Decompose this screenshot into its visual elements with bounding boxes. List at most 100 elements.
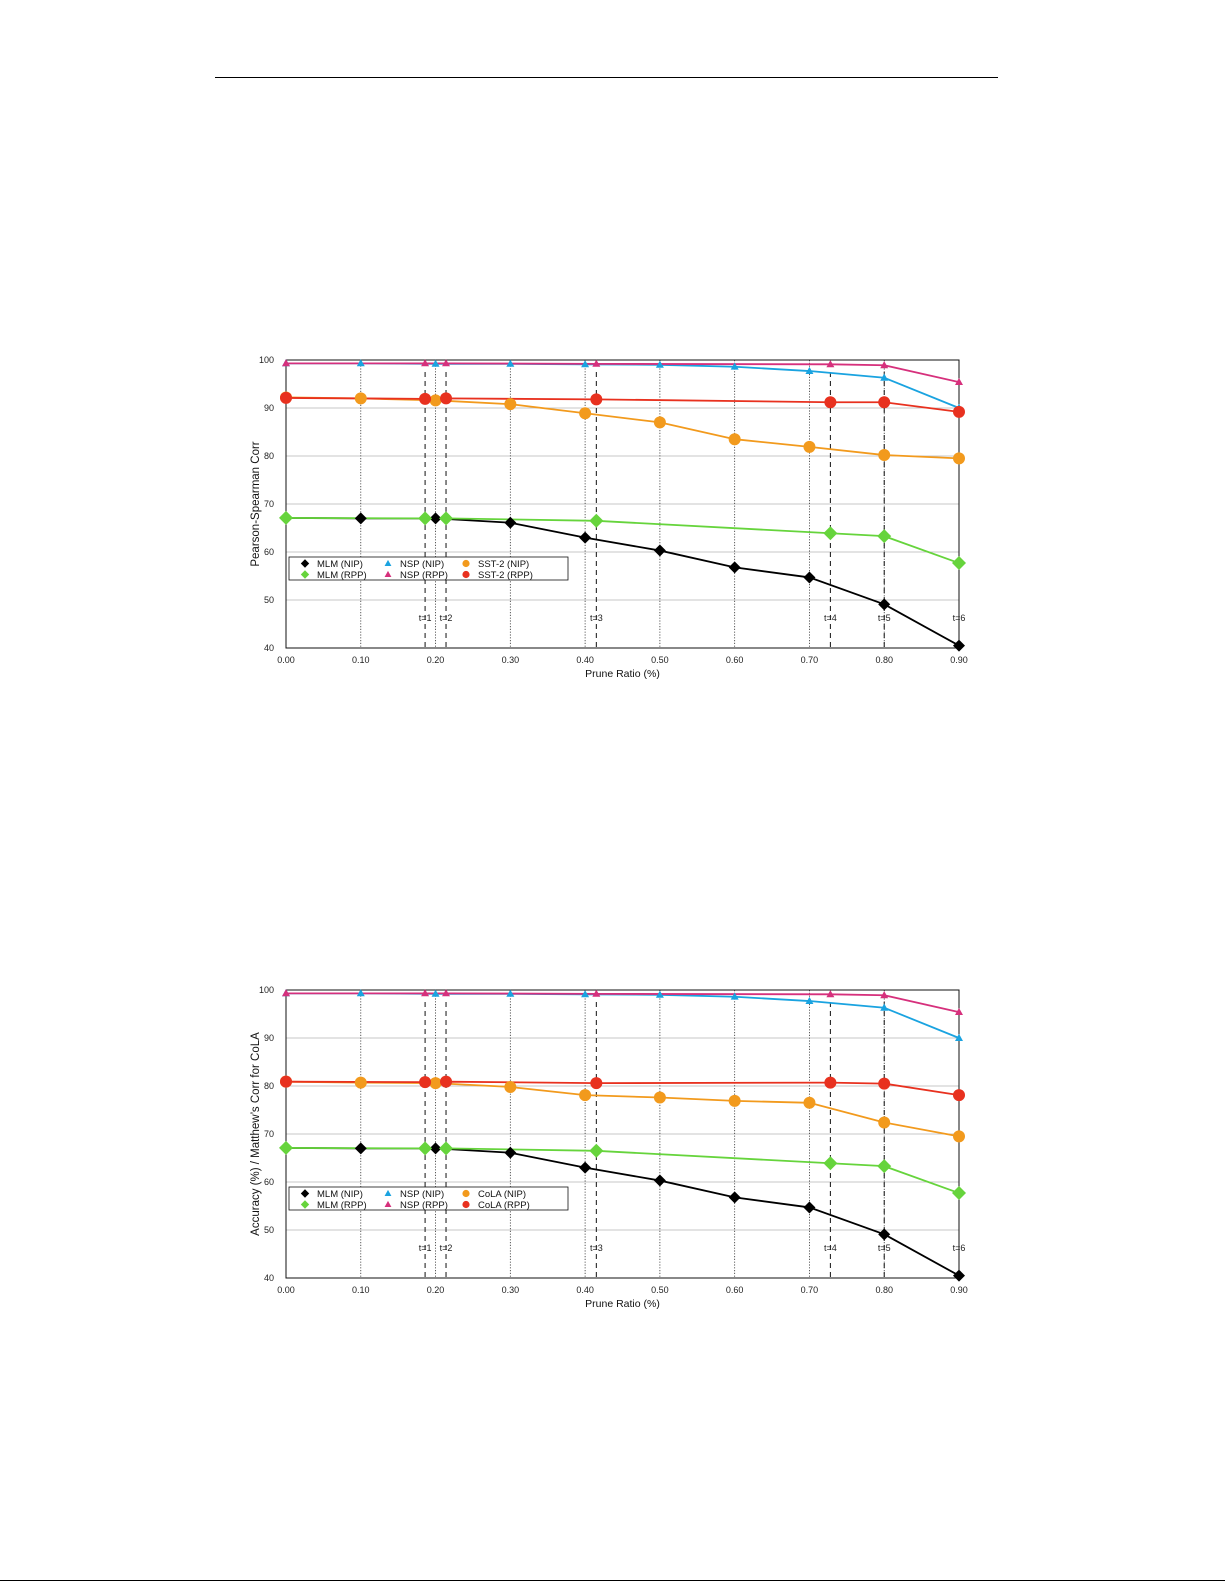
- legend: MLM (NIP)MLM (RPP) NSP (NIP)NSP (RPP) SST-…: [288, 556, 569, 581]
- data-point-sst-2-nip: [803, 440, 816, 453]
- y-tick-label: 90: [264, 1033, 274, 1043]
- x-tick-label: 0.10: [352, 655, 370, 665]
- y-tick-label: 60: [264, 1177, 274, 1187]
- data-point-mlm-rpp: [418, 511, 433, 526]
- series-line-mlm-rpp: [285, 517, 960, 564]
- y-tick-label: 40: [264, 643, 274, 653]
- data-point-cola-nip: [728, 1094, 741, 1107]
- data-point-cola-rpp: [953, 1089, 965, 1102]
- data-point-nsp-nip: [880, 373, 889, 381]
- series-line-mlm-rpp: [285, 1147, 960, 1194]
- data-point-nsp-nip: [805, 996, 814, 1004]
- legend-label: SST-2 (NIP): [478, 559, 529, 570]
- y-tick-label: 100: [259, 985, 274, 995]
- data-point-mlm-rpp: [439, 511, 454, 526]
- data-point-mlm-nip: [653, 544, 666, 557]
- data-point-cola-rpp: [878, 1077, 891, 1090]
- data-point-mlm-rpp: [823, 526, 838, 541]
- y-tick-label: 40: [264, 1273, 274, 1283]
- step-label: t=3: [590, 613, 603, 623]
- data-point-nsp-rpp: [421, 359, 430, 367]
- data-point-cola-rpp: [419, 1076, 432, 1089]
- data-point-cola-nip: [953, 1130, 965, 1143]
- data-point-cola-nip: [878, 1116, 891, 1129]
- data-point-sst-2-nip: [429, 394, 442, 407]
- data-point-nsp-nip: [581, 990, 590, 998]
- data-point-nsp-rpp: [282, 359, 290, 367]
- data-point-nsp-rpp: [880, 361, 889, 369]
- data-point-nsp-rpp: [282, 989, 290, 997]
- data-point-nsp-nip: [356, 359, 365, 367]
- data-point-nsp-nip: [506, 989, 515, 997]
- series-line-nsp-nip: [286, 992, 960, 1039]
- data-point-nsp-nip: [356, 989, 365, 997]
- data-point-cola-rpp: [440, 1075, 453, 1088]
- legend-marker-sst-2-rpp: [462, 570, 470, 579]
- step-label: t=5: [878, 1243, 891, 1253]
- data-point-sst-2-nip: [354, 392, 367, 405]
- legend-marker-cola-nip: [462, 1189, 470, 1198]
- data-point-sst-2-nip: [653, 416, 666, 429]
- legend-marker-nsp-nip: [384, 559, 392, 567]
- data-point-cola-nip: [504, 1080, 517, 1093]
- data-point-nsp-nip: [506, 359, 515, 367]
- data-point-mlm-nip: [354, 1142, 367, 1155]
- series-line-sst-2-nip: [285, 396, 960, 460]
- data-point-sst-2-nip: [504, 398, 517, 411]
- legend-label: NSP (RPP): [400, 570, 448, 581]
- header-rule: [215, 77, 998, 78]
- legend-marker-mlm-nip: [300, 1189, 310, 1198]
- data-point-nsp-nip: [655, 360, 664, 368]
- data-point-sst-2-rpp: [419, 392, 432, 405]
- y-tick-label: 70: [264, 1129, 274, 1139]
- data-point-mlm-nip: [878, 1228, 891, 1241]
- data-point-sst-2-rpp: [440, 392, 453, 405]
- legend-label: NSP (NIP): [400, 1189, 444, 1200]
- step-label: t=4: [824, 1243, 837, 1253]
- data-point-nsp-rpp: [592, 359, 601, 367]
- legend: MLM (NIP)MLM (RPP) NSP (NIP)NSP (RPP) CoLA…: [288, 1186, 569, 1211]
- data-point-nsp-rpp: [955, 1007, 963, 1016]
- legend-box: [288, 556, 569, 581]
- legend-marker-mlm-rpp: [300, 1200, 310, 1209]
- x-tick-label: 0.00: [277, 655, 295, 665]
- data-point-mlm-rpp: [279, 1140, 293, 1155]
- data-point-cola-nip: [354, 1076, 367, 1089]
- legend-label: MLM (RPP): [317, 570, 367, 581]
- legend-label: MLM (NIP): [317, 559, 363, 570]
- x-tick-label: 0.60: [726, 655, 744, 665]
- x-axis-title: Prune Ratio (%): [585, 668, 660, 680]
- chart-pearson-spearman: 40 50 60 70 80 90 100 0.00 0.10 0.20 0.30 0.40 0.50 0…: [250, 355, 968, 680]
- data-point-mlm-nip: [953, 639, 965, 652]
- data-point-nsp-rpp: [442, 989, 451, 997]
- series-line-sst-2-rpp: [285, 397, 960, 413]
- data-point-cola-nip: [429, 1077, 442, 1090]
- data-point-nsp-nip: [431, 989, 440, 997]
- x-tick-label: 0.60: [726, 1285, 744, 1295]
- x-tick-label: 0.80: [875, 1285, 893, 1295]
- data-point-sst-2-rpp: [824, 396, 837, 409]
- legend-box: [288, 1186, 569, 1211]
- data-point-mlm-rpp: [589, 1143, 604, 1158]
- x-tick-label: 0.20: [427, 655, 445, 665]
- data-point-mlm-nip: [803, 571, 816, 584]
- legend-marker-sst-2-nip: [462, 559, 470, 568]
- series-line-mlm-nip: [285, 1147, 960, 1277]
- x-tick-label: 0.50: [651, 655, 669, 665]
- step-label: t=5: [878, 613, 891, 623]
- footer-rule: [0, 1580, 1225, 1581]
- data-point-mlm-nip: [953, 1269, 965, 1282]
- data-point-mlm-nip: [579, 1161, 592, 1174]
- y-tick-label: 90: [264, 403, 274, 413]
- data-point-mlm-nip: [579, 531, 592, 544]
- data-point-mlm-nip: [728, 561, 741, 574]
- data-point-mlm-rpp: [952, 1186, 966, 1201]
- series-line-cola-nip: [285, 1080, 960, 1138]
- y-tick-label: 50: [264, 595, 274, 605]
- data-point-mlm-nip: [803, 1201, 816, 1214]
- data-point-cola-nip: [803, 1096, 816, 1109]
- legend-label: MLM (NIP): [317, 1189, 363, 1200]
- legend-marker-mlm-rpp: [300, 570, 310, 579]
- x-tick-label: 0.00: [277, 1285, 295, 1295]
- data-point-nsp-rpp: [955, 377, 963, 386]
